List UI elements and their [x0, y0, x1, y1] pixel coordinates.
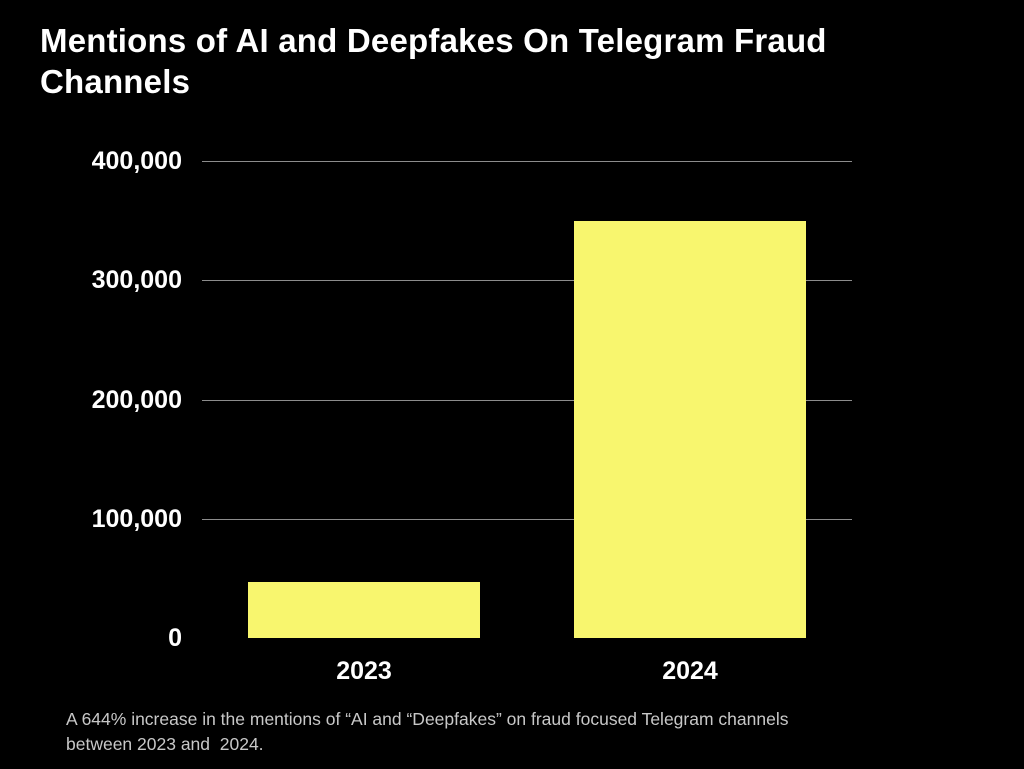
y-tick-label: 300,000 — [91, 266, 182, 295]
gridline — [202, 518, 852, 520]
bar-2023 — [248, 581, 480, 638]
y-tick-label: 200,000 — [91, 385, 182, 414]
x-tick-label-2023: 2023 — [336, 657, 392, 685]
x-tick-label-2024: 2024 — [662, 657, 718, 685]
chart-title: Mentions of AI and Deepfakes On Telegram… — [40, 22, 827, 100]
gridline — [202, 399, 852, 401]
y-tick-label: 100,000 — [91, 504, 182, 533]
gridline — [202, 161, 852, 162]
plot-area — [202, 161, 852, 638]
chart-caption: A 644% increase in the mentions of “AI a… — [66, 709, 789, 754]
gridline — [202, 280, 852, 282]
bar-2024 — [574, 220, 806, 638]
y-tick-label: 400,000 — [91, 147, 182, 175]
y-tick-label: 0 — [168, 624, 182, 652]
